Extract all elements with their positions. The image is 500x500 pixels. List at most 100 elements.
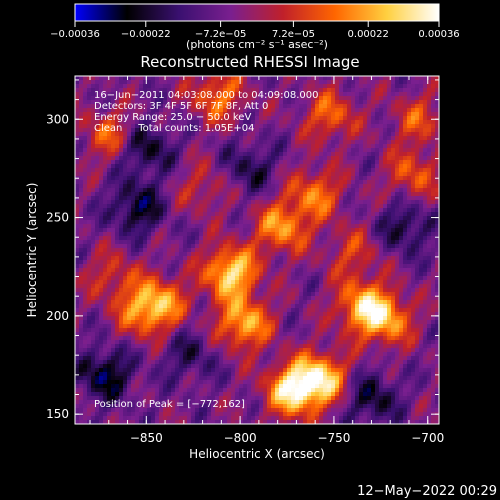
heatmap-cell bbox=[255, 112, 259, 116]
heatmap-cell bbox=[355, 220, 359, 224]
heatmap-cell bbox=[167, 164, 171, 168]
heatmap-cell bbox=[387, 192, 391, 196]
heatmap-cell bbox=[255, 104, 259, 108]
heatmap-cell bbox=[99, 100, 103, 104]
heatmap-cell bbox=[115, 164, 119, 168]
heatmap-cell bbox=[103, 136, 107, 140]
heatmap-cell bbox=[379, 156, 383, 160]
heatmap-cell bbox=[215, 160, 219, 164]
heatmap-cell bbox=[283, 76, 287, 80]
heatmap-cell bbox=[227, 288, 231, 292]
heatmap-cell bbox=[239, 232, 243, 236]
heatmap-cell bbox=[331, 148, 335, 152]
heatmap-cell bbox=[331, 288, 335, 292]
heatmap-cell bbox=[203, 84, 207, 88]
heatmap-cell bbox=[283, 264, 287, 268]
heatmap-cell bbox=[191, 276, 195, 280]
heatmap-cell bbox=[83, 128, 87, 132]
heatmap-cell bbox=[327, 200, 331, 204]
heatmap-cell bbox=[187, 172, 191, 176]
heatmap-cell bbox=[411, 276, 415, 280]
heatmap-cell bbox=[167, 116, 171, 120]
heatmap-cell bbox=[235, 140, 239, 144]
heatmap-cell bbox=[215, 176, 219, 180]
heatmap-cell bbox=[267, 216, 271, 220]
heatmap-cell bbox=[155, 236, 159, 240]
heatmap-cell bbox=[279, 284, 283, 288]
heatmap-cell bbox=[191, 196, 195, 200]
heatmap-cell bbox=[207, 196, 211, 200]
heatmap-cell bbox=[299, 80, 303, 84]
heatmap-cell bbox=[283, 148, 287, 152]
heatmap-cell bbox=[295, 280, 299, 284]
heatmap-cell bbox=[407, 100, 411, 104]
heatmap-cell bbox=[251, 136, 255, 140]
heatmap-cell bbox=[143, 84, 147, 88]
heatmap-cell bbox=[299, 104, 303, 108]
heatmap-cell bbox=[279, 184, 283, 188]
heatmap-cell bbox=[331, 152, 335, 156]
heatmap-cell bbox=[423, 160, 427, 164]
heatmap-cell bbox=[319, 228, 323, 232]
heatmap-cell bbox=[415, 92, 419, 96]
heatmap-cell bbox=[339, 168, 343, 172]
heatmap-cell bbox=[363, 152, 367, 156]
heatmap-cell bbox=[435, 264, 439, 268]
heatmap-cell bbox=[263, 264, 267, 268]
heatmap-cell bbox=[431, 112, 435, 116]
heatmap-cell bbox=[259, 112, 263, 116]
heatmap-cell bbox=[159, 108, 163, 112]
heatmap-cell bbox=[279, 280, 283, 284]
heatmap-cell bbox=[327, 176, 331, 180]
heatmap-cell bbox=[171, 200, 175, 204]
heatmap-cell bbox=[199, 208, 203, 212]
heatmap-cell bbox=[227, 224, 231, 228]
heatmap-cell bbox=[343, 192, 347, 196]
heatmap-cell bbox=[127, 292, 131, 296]
heatmap-cell bbox=[411, 224, 415, 228]
heatmap-cell bbox=[367, 260, 371, 264]
heatmap-cell bbox=[239, 212, 243, 216]
heatmap-cell bbox=[83, 124, 87, 128]
heatmap-cell bbox=[159, 128, 163, 132]
heatmap-cell bbox=[135, 116, 139, 120]
heatmap-cell bbox=[371, 136, 375, 140]
heatmap-cell bbox=[99, 284, 103, 288]
heatmap-cell bbox=[99, 220, 103, 224]
heatmap-cell bbox=[379, 180, 383, 184]
heatmap-cell bbox=[315, 136, 319, 140]
heatmap-cell bbox=[431, 100, 435, 104]
heatmap-cell bbox=[111, 276, 115, 280]
heatmap-cell bbox=[411, 136, 415, 140]
heatmap-cell bbox=[87, 216, 91, 220]
heatmap-cell bbox=[227, 216, 231, 220]
heatmap-cell bbox=[391, 280, 395, 284]
heatmap-cell bbox=[267, 208, 271, 212]
heatmap-cell bbox=[271, 128, 275, 132]
heatmap-cell bbox=[227, 152, 231, 156]
heatmap-cell bbox=[271, 220, 275, 224]
heatmap-cell bbox=[323, 180, 327, 184]
heatmap-cell bbox=[199, 112, 203, 116]
heatmap-cell bbox=[291, 208, 295, 212]
heatmap-cell bbox=[383, 136, 387, 140]
heatmap-cell bbox=[219, 168, 223, 172]
heatmap-cell bbox=[143, 120, 147, 124]
heatmap-cell bbox=[383, 104, 387, 108]
heatmap-cell bbox=[303, 160, 307, 164]
heatmap-cell bbox=[99, 244, 103, 248]
heatmap-cell bbox=[323, 188, 327, 192]
heatmap-cell bbox=[411, 144, 415, 148]
heatmap-cell bbox=[135, 256, 139, 260]
heatmap-cell bbox=[303, 104, 307, 108]
heatmap-cell bbox=[171, 256, 175, 260]
heatmap-cell bbox=[327, 76, 331, 80]
heatmap-cell bbox=[271, 284, 275, 288]
heatmap-cell bbox=[127, 232, 131, 236]
heatmap-cell bbox=[91, 156, 95, 160]
heatmap-cell bbox=[243, 236, 247, 240]
heatmap-cell bbox=[91, 124, 95, 128]
heatmap-cell bbox=[75, 276, 79, 280]
heatmap-cell bbox=[311, 180, 315, 184]
heatmap-cell bbox=[263, 160, 267, 164]
